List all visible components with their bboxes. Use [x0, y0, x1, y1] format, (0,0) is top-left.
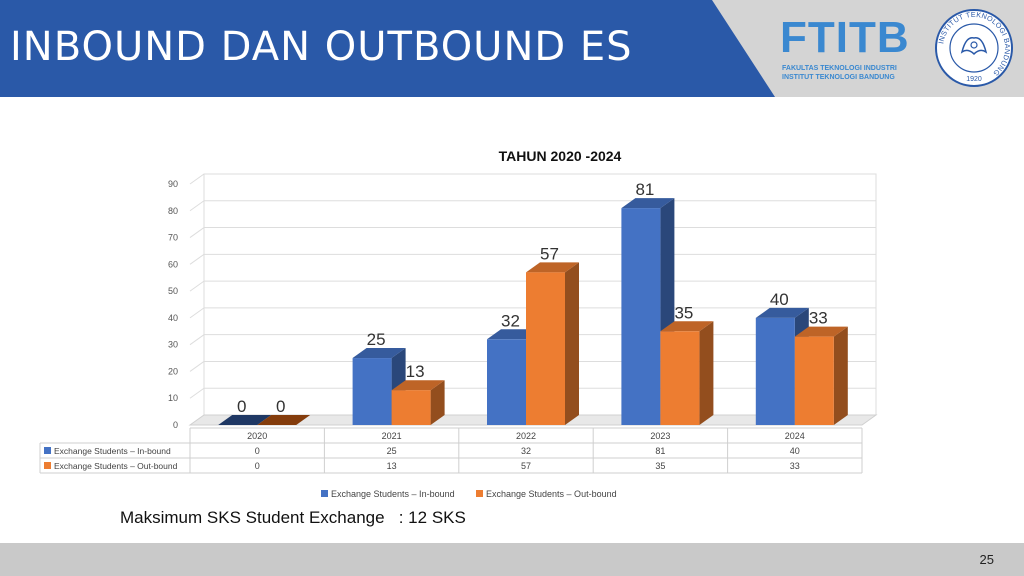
bar-top [352, 348, 406, 359]
x-tick-label: 2022 [516, 431, 536, 441]
y-tick-label: 0 [173, 420, 178, 430]
data-label: 0 [237, 397, 246, 416]
gridline-diagonal [189, 227, 205, 238]
table-legend-key [44, 447, 51, 454]
table-cell: 35 [655, 461, 665, 471]
data-label: 35 [674, 303, 693, 322]
bar-side [565, 262, 579, 425]
table-series-name: Exchange Students – In-bound [54, 446, 171, 456]
table-cell: 40 [790, 446, 800, 456]
y-tick-label: 60 [168, 259, 178, 269]
table-series-name: Exchange Students – Out-bound [54, 461, 178, 471]
data-label: 13 [406, 362, 425, 381]
x-tick-label: 2024 [785, 431, 805, 441]
data-label: 25 [367, 330, 386, 349]
bar-top [755, 307, 809, 318]
logo-wordmark: FTITB [780, 13, 910, 62]
gridline-diagonal [189, 361, 205, 372]
bar-top [526, 262, 579, 273]
y-tick-label: 70 [168, 233, 178, 243]
slide-title: INBOUND DAN OUTBOUND ES [10, 24, 633, 70]
y-tick-label: 30 [168, 340, 178, 350]
gridline-diagonal [189, 200, 205, 212]
bar-side [430, 380, 445, 425]
gridline-diagonal [189, 387, 205, 399]
legend-label: Exchange Students – Out-bound [486, 489, 617, 499]
table-cell: 0 [255, 446, 260, 456]
table-cell: 13 [387, 461, 397, 471]
legend-key [321, 490, 328, 497]
header-band [0, 0, 775, 97]
bar-top [391, 380, 445, 391]
data-label: 57 [540, 244, 559, 263]
table-cell: 81 [655, 446, 665, 456]
bar-side [699, 321, 714, 425]
data-label: 0 [276, 397, 285, 416]
page-number: 25 [979, 552, 994, 567]
gridline-diagonal [189, 280, 205, 292]
table-legend-key [44, 462, 51, 469]
gridline-diagonal [189, 334, 205, 346]
logo-subtitle-2: INSTITUT TEKNOLOGI BANDUNG [782, 74, 895, 81]
bar [660, 331, 700, 425]
bar-zero [257, 415, 311, 425]
table-cell: 25 [387, 446, 397, 456]
bar [621, 208, 661, 425]
legend-key [476, 490, 483, 497]
x-tick-label: 2023 [650, 431, 670, 441]
footer-bar [0, 543, 1024, 576]
seal-year: 1920 [966, 76, 982, 83]
data-label: 81 [635, 180, 654, 199]
y-tick-label: 10 [168, 393, 178, 403]
ftitb-logo: FTITB FAKULTAS TEKNOLOGI INDUSTRI INSTIT… [780, 14, 930, 84]
gridline-diagonal [189, 173, 205, 185]
bar-side [833, 326, 848, 425]
table-cell: 32 [521, 446, 531, 456]
data-label: 32 [501, 311, 520, 330]
chart: TAHUN 2020 -2024 0 10 20 30 40 50 60 70 80 90 0 0 25 1… [39, 148, 878, 499]
y-tick-label: 90 [168, 179, 178, 189]
logo-subtitle-1: FAKULTAS TEKNOLOGI INDUSTRI [782, 65, 897, 72]
bar-top [794, 326, 848, 337]
gridline-diagonal [189, 253, 205, 265]
chart-title: TAHUN 2020 -2024 [499, 148, 622, 164]
y-tick-label: 40 [168, 313, 178, 323]
gridline-diagonal [189, 307, 205, 319]
y-tick-label: 50 [168, 286, 178, 296]
bar-top [660, 321, 714, 332]
table-cell: 0 [255, 461, 260, 471]
bar [391, 390, 431, 425]
bar [794, 336, 834, 425]
bar-top [621, 198, 675, 209]
bar [526, 272, 565, 425]
table-cell: 33 [790, 461, 800, 471]
data-label: 40 [770, 290, 789, 309]
bar [755, 317, 795, 425]
data-label: 33 [809, 309, 828, 328]
y-tick-label: 80 [168, 206, 178, 216]
table-cell: 57 [521, 461, 531, 471]
legend-label: Exchange Students – In-bound [331, 489, 455, 499]
bar [487, 339, 526, 425]
bar-zero [218, 415, 272, 425]
y-tick-label: 20 [168, 366, 178, 376]
bar [352, 358, 392, 425]
sks-note: Maksimum SKS Student Exchange : 12 SKS [120, 508, 466, 527]
x-tick-label: 2021 [382, 431, 402, 441]
x-tick-label: 2020 [247, 431, 267, 441]
itb-seal: INSTITUT TEKNOLOGI BANDUNG 1920 [935, 9, 1013, 87]
